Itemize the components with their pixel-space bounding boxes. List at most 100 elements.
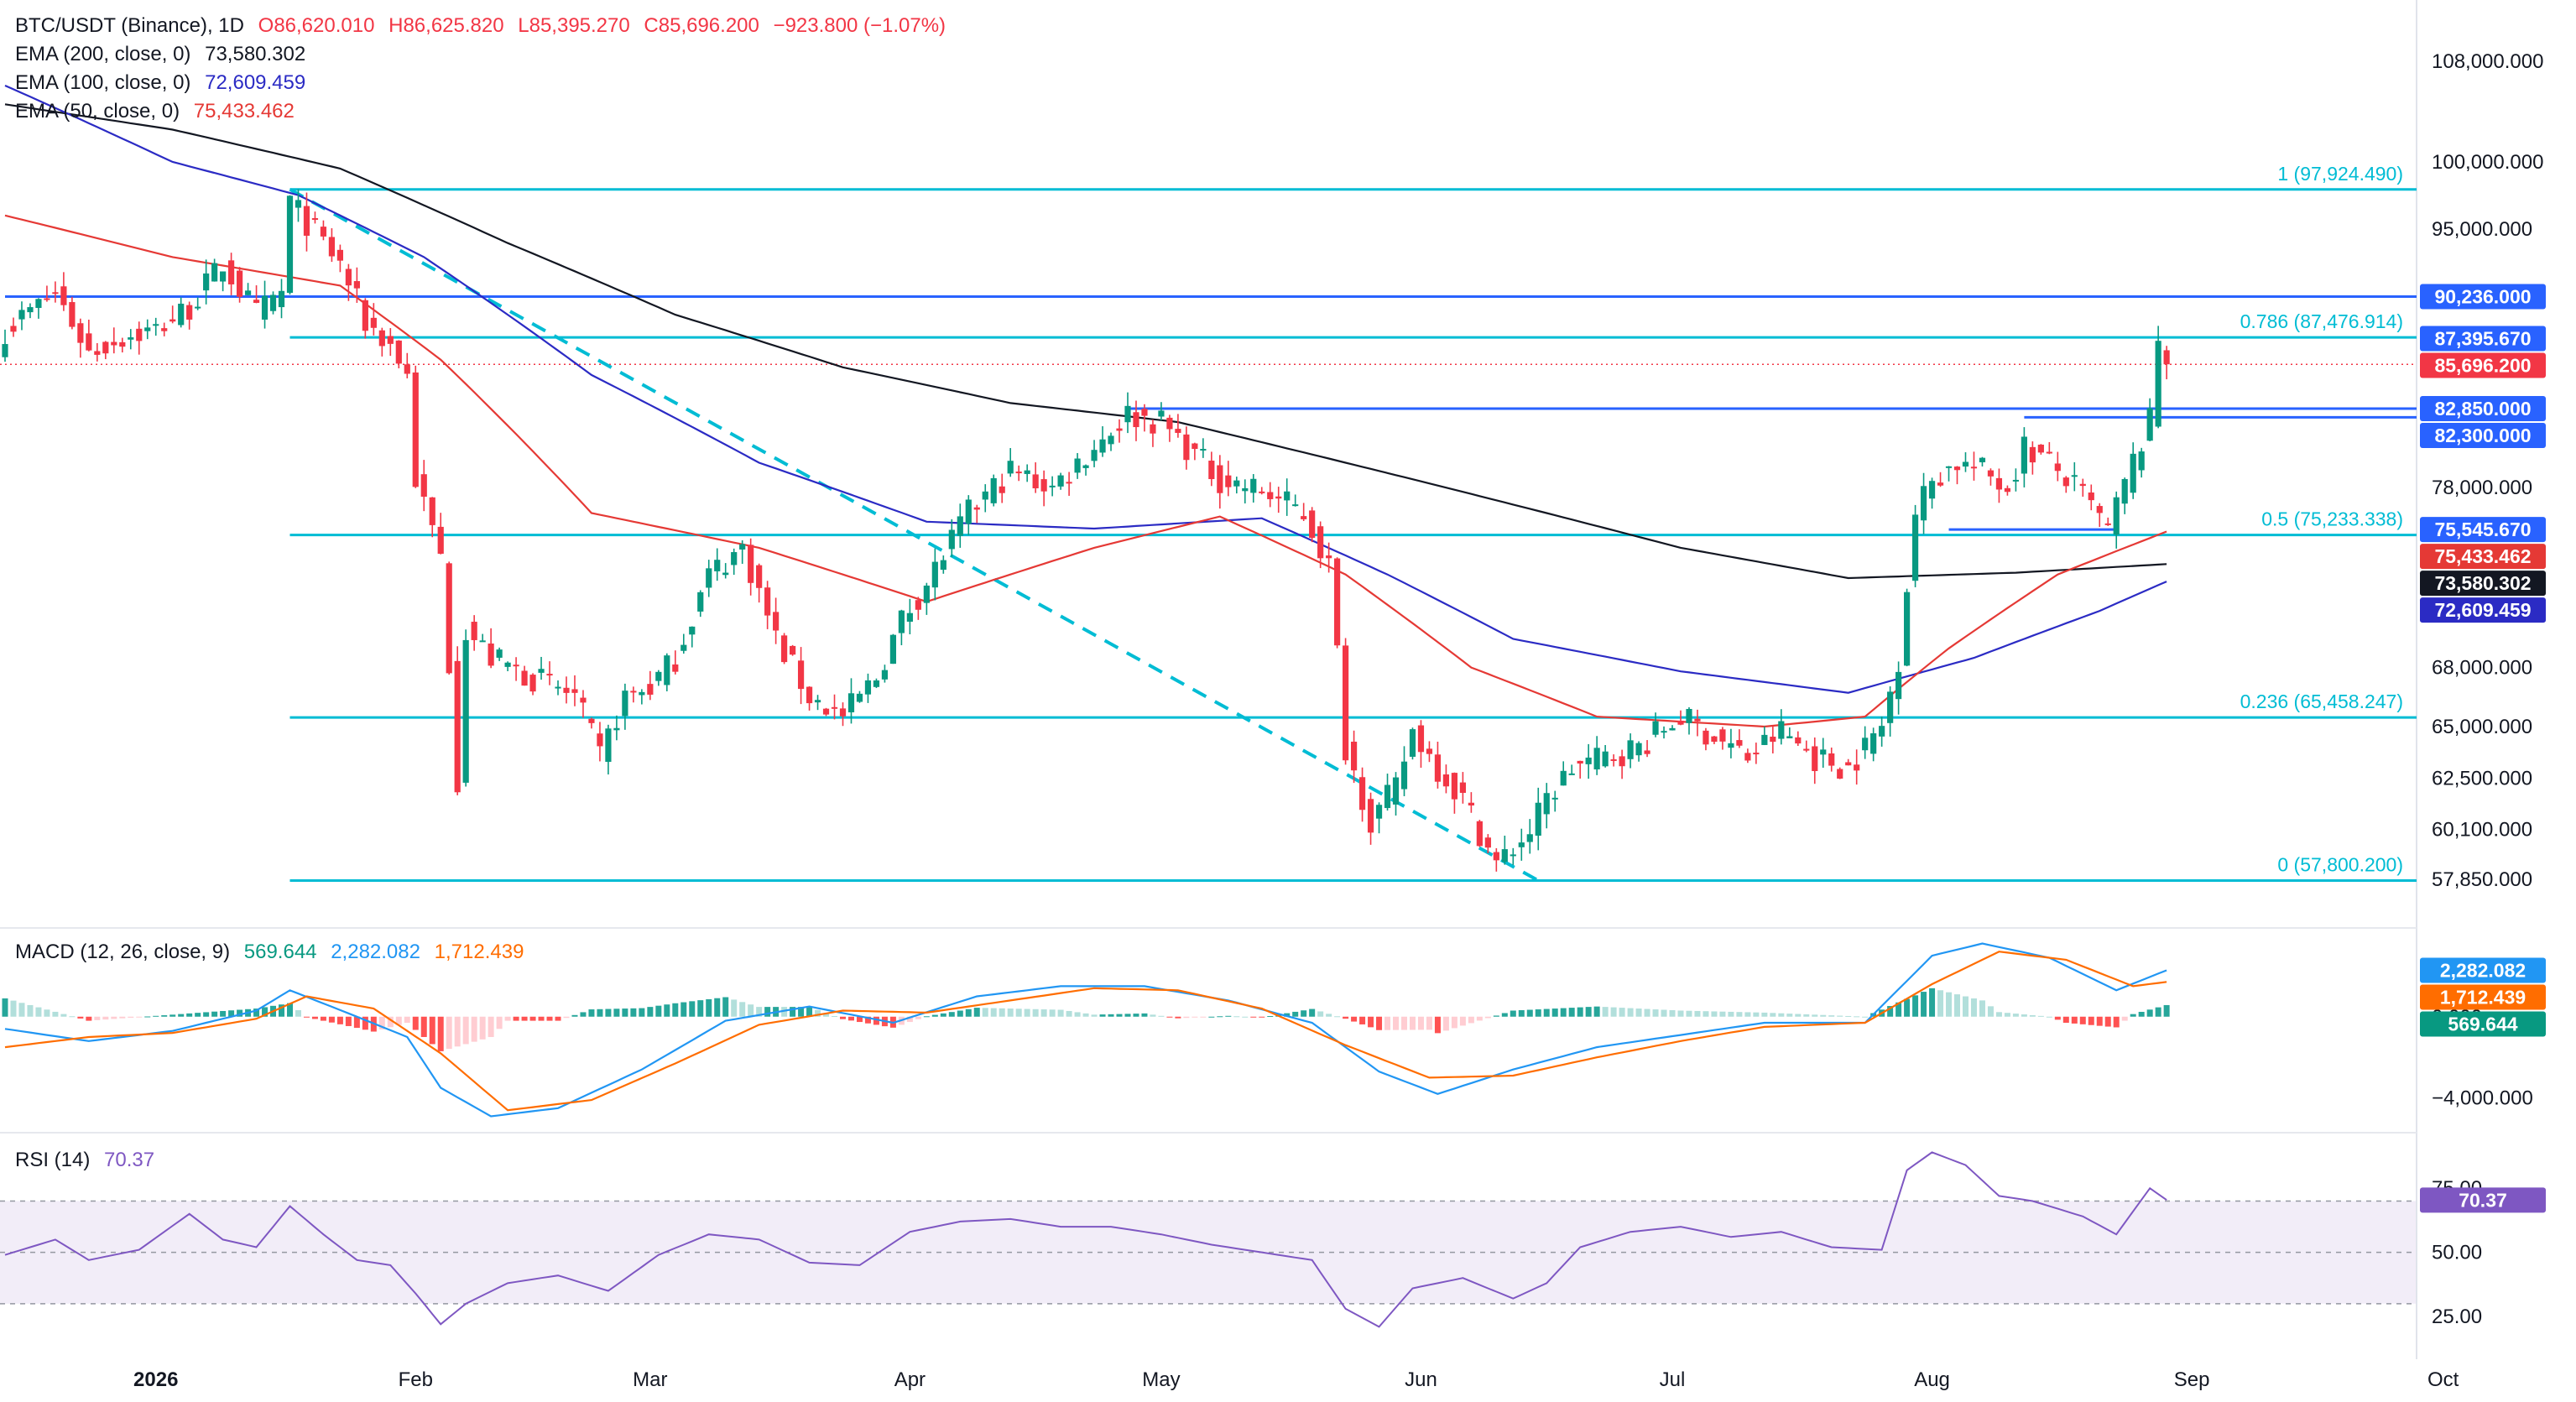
macd-histogram-bar xyxy=(2146,1009,2153,1017)
macd-histogram-bar xyxy=(798,1007,805,1017)
candle-body xyxy=(161,328,168,331)
pane-separator-rsi[interactable] xyxy=(0,1132,2417,1134)
candle-body xyxy=(1945,466,1953,468)
macd-histogram-bar xyxy=(27,1004,34,1017)
candle-body xyxy=(1150,424,1156,434)
macd-histogram-bar xyxy=(1560,1008,1567,1017)
macd-histogram-bar xyxy=(940,1013,946,1017)
candle-body xyxy=(714,560,721,571)
candle-body xyxy=(797,660,805,690)
candle-body xyxy=(336,249,343,261)
candle-body xyxy=(479,640,486,643)
macd-histogram-bar xyxy=(446,1016,452,1050)
macd-histogram-bar xyxy=(1074,1012,1081,1017)
macd-histogram-bar xyxy=(2155,1007,2161,1017)
candle-body xyxy=(1619,756,1625,767)
macd-histogram-bar xyxy=(1610,1007,1617,1017)
candle-body xyxy=(982,491,988,500)
macd-histogram-bar xyxy=(203,1012,210,1017)
macd-histogram-bar xyxy=(672,1003,679,1017)
candle-body xyxy=(1551,797,1558,800)
candle-body xyxy=(681,644,687,651)
pane-separator-macd[interactable] xyxy=(0,927,2417,929)
rsi-legend[interactable]: RSI (14) 70.37 xyxy=(15,1146,163,1175)
macd-histogram-bar xyxy=(395,1016,402,1025)
price-axis[interactable]: 108,000.000 100,000.000 95,000.000 78,000.0… xyxy=(2432,50,2543,1328)
time-axis[interactable]: 2026FebMarAprMayJunJulAugSepOct19 xyxy=(133,1368,2576,1391)
candle-body xyxy=(898,610,905,633)
candle-body xyxy=(211,263,218,282)
dashed-trend-line[interactable] xyxy=(289,188,1540,883)
candle-body xyxy=(1911,514,1919,581)
macd-tag-bg xyxy=(2420,1011,2546,1037)
macd-histogram-bar xyxy=(303,1016,310,1018)
candle-body xyxy=(1082,465,1089,468)
horizontal-levels[interactable] xyxy=(0,295,2417,531)
macd-histogram-bar xyxy=(1343,1016,1349,1019)
macd-legend[interactable]: MACD (12, 26, close, 9) 569.644 2,282.08… xyxy=(15,938,532,967)
macd-histogram-bar xyxy=(697,1000,704,1017)
candle-body xyxy=(639,691,645,696)
candle-body xyxy=(1577,760,1583,764)
candle-body xyxy=(1953,466,1961,471)
macd-histogram-bar xyxy=(328,1016,335,1023)
candle-body xyxy=(1568,773,1575,775)
macd-histogram-bar xyxy=(1828,1015,1835,1017)
candle-body xyxy=(119,341,126,347)
candle-body xyxy=(86,333,92,351)
candle-body xyxy=(1753,753,1760,755)
price-tag-bg xyxy=(2420,544,2546,570)
candle-body xyxy=(806,686,813,704)
macd-histogram-bar xyxy=(2029,1014,2036,1017)
candle-body xyxy=(580,697,587,703)
macd-histogram-bar xyxy=(563,1016,570,1019)
candle-body xyxy=(295,200,302,208)
candle-body xyxy=(756,565,763,588)
candle-body xyxy=(111,341,117,346)
macd-histogram-bar xyxy=(2,998,8,1017)
macd-histogram-bar xyxy=(479,1016,486,1040)
candle-body xyxy=(1493,852,1499,861)
candle-body xyxy=(1535,802,1541,837)
candle-body xyxy=(128,337,134,340)
macd-histogram-bar xyxy=(1677,1010,1684,1017)
macd-histogram-bar xyxy=(1166,1016,1173,1018)
candle-body xyxy=(513,665,519,667)
macd-histogram-bar xyxy=(748,1004,754,1017)
macd-histogram-bar xyxy=(412,1016,419,1030)
macd-histogram-bar xyxy=(1417,1016,1424,1030)
ema200-label: EMA (200, close, 0) xyxy=(15,43,191,65)
macd-histogram-bar xyxy=(94,1016,101,1020)
macd-histogram-bar xyxy=(1208,1016,1215,1018)
candle-body xyxy=(2163,350,2170,365)
candle-body xyxy=(873,680,880,687)
symbol-label[interactable]: BTC/USDT (Binance), 1D xyxy=(15,14,244,37)
macd-histogram-bar xyxy=(1400,1016,1407,1030)
candle-body xyxy=(1015,472,1022,474)
macd-histogram-bar xyxy=(1292,1011,1299,1017)
candle-body xyxy=(1367,799,1374,833)
close-label: C xyxy=(644,14,659,37)
candle-body xyxy=(261,295,269,320)
candle-body xyxy=(60,286,67,305)
candle-body xyxy=(77,323,84,343)
macd-histogram-bar xyxy=(731,999,738,1017)
ema100-row[interactable]: EMA (100, close, 0) 72,609.459 xyxy=(15,69,954,97)
macd-histogram-bar xyxy=(1434,1016,1441,1034)
candle-body xyxy=(1451,773,1458,800)
macd-histogram-bar xyxy=(1627,1008,1634,1017)
candle-body xyxy=(1409,729,1416,757)
macd-histogram-bar xyxy=(353,1016,360,1029)
ema100-value: 72,609.459 xyxy=(205,71,306,94)
candle-body xyxy=(1358,777,1366,810)
rsi-tag-bg xyxy=(2420,1187,2546,1213)
candle-body xyxy=(1074,458,1081,473)
ema200-row[interactable]: EMA (200, close, 0) 73,580.302 xyxy=(15,40,954,69)
macd-histogram-bar xyxy=(1895,1002,1902,1017)
trend-line[interactable] xyxy=(289,188,1540,883)
ema50-row[interactable]: EMA (50, close, 0) 75,433.462 xyxy=(15,97,954,126)
macd-histogram-bar xyxy=(35,1007,42,1017)
macd-histogram-bar xyxy=(847,1016,854,1021)
candle-body xyxy=(664,655,670,685)
